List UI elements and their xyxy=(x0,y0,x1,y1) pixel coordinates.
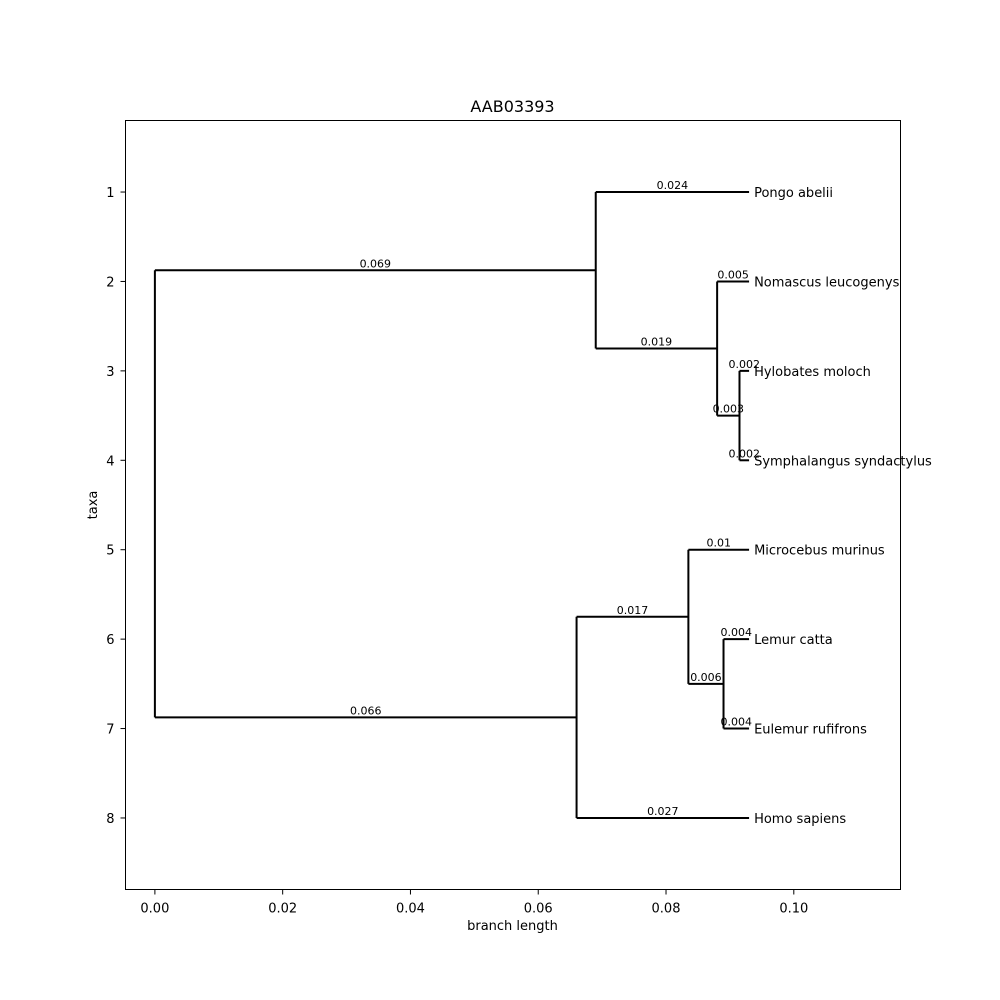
branch-length-label-n_hylo2: 0.003 xyxy=(713,403,745,416)
taxon-label-microcebus: Microcebus murinus xyxy=(754,544,885,559)
branch-length-label-nomascus: 0.005 xyxy=(717,268,749,281)
x-tick-label: 0.04 xyxy=(396,902,425,917)
branch-length-label-microcebus: 0.01 xyxy=(706,537,731,550)
y-tick-label: 2 xyxy=(106,275,114,290)
branch-length-label-n_hylo: 0.019 xyxy=(641,336,673,349)
x-tick-label: 0.06 xyxy=(524,902,553,917)
y-tick-label: 1 xyxy=(106,186,114,201)
y-tick-label: 4 xyxy=(106,454,114,469)
branch-length-label-n_ape: 0.069 xyxy=(360,257,392,270)
x-tick-label: 0.02 xyxy=(268,902,297,917)
taxon-label-symphalangus: Symphalangus syndactylus xyxy=(754,454,932,469)
branch-length-labels: 0.069 0.019 0.003 0.066 0.017 0.006 0.024 0.005… xyxy=(350,179,760,818)
y-tick-label: 8 xyxy=(106,812,114,827)
branch-length-label-n_lemur2: 0.006 xyxy=(690,671,722,684)
branch-length-label-n_lemur: 0.017 xyxy=(617,604,649,617)
x-axis-label: branch length xyxy=(467,919,558,934)
taxon-label-hylobates: Hylobates moloch xyxy=(754,365,871,380)
y-tick-label: 6 xyxy=(106,633,114,648)
x-tick-label: 0.00 xyxy=(140,902,169,917)
x-tick-label: 0.08 xyxy=(652,902,681,917)
chart-title: AAB03393 xyxy=(470,97,554,116)
taxon-label-eulemur: Eulemur rufifrons xyxy=(754,723,867,738)
taxon-label-lemur: Lemur catta xyxy=(754,633,833,648)
tree-branches xyxy=(153,191,750,819)
x-tick-label: 0.10 xyxy=(779,902,808,917)
branch-length-label-n_prosim: 0.066 xyxy=(350,704,382,717)
y-axis-label: taxa xyxy=(86,491,101,520)
x-axis: 0.00 0.02 0.04 0.06 0.08 0.10 xyxy=(140,889,808,917)
branch-length-label-hylobates: 0.002 xyxy=(729,358,761,371)
branch-length-label-eulemur: 0.004 xyxy=(721,716,753,729)
taxon-label-homo: Homo sapiens xyxy=(754,812,846,827)
taxon-label-pongo: Pongo abelii xyxy=(754,186,833,201)
branch-length-label-lemur: 0.004 xyxy=(721,626,753,639)
taxon-label-nomascus: Nomascus leucogenys xyxy=(754,275,900,290)
branch-length-label-pongo: 0.024 xyxy=(657,179,689,192)
y-axis: 1 2 3 4 5 6 7 8 xyxy=(106,186,126,827)
branch-length-label-symphalangus: 0.002 xyxy=(729,447,761,460)
branch-length-label-homo: 0.027 xyxy=(647,805,679,818)
plot-frame xyxy=(125,120,901,890)
y-tick-label: 3 xyxy=(106,365,114,380)
y-tick-label: 7 xyxy=(106,723,114,738)
y-tick-label: 5 xyxy=(106,544,114,559)
taxon-labels: Pongo abelii Nomascus leucogenys Hylobates… xyxy=(754,186,932,827)
